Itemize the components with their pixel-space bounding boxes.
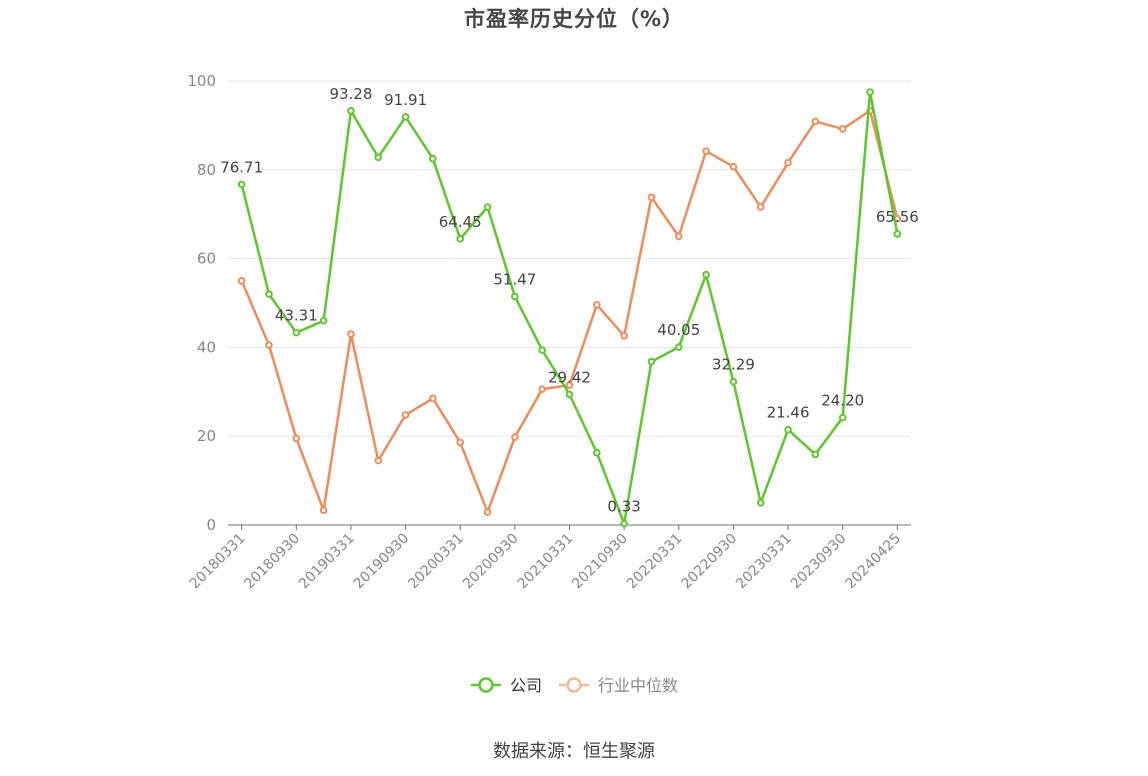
industry-point xyxy=(401,411,410,419)
industry-point xyxy=(429,394,437,403)
company-point xyxy=(265,290,273,298)
company-point xyxy=(811,450,820,459)
industry-point xyxy=(702,147,710,155)
company-point xyxy=(538,346,546,354)
x-tick-label: 20220331 xyxy=(624,531,686,593)
company-point xyxy=(237,180,246,189)
company-point xyxy=(319,316,328,325)
company-data-label: 0.33 xyxy=(607,498,640,516)
company-data-label: 29.42 xyxy=(548,368,591,386)
industry-point xyxy=(237,277,246,285)
industry-point xyxy=(483,508,492,516)
industry-point xyxy=(538,385,546,393)
company-point xyxy=(866,88,874,96)
industry-point xyxy=(729,162,738,171)
company-point xyxy=(838,413,847,422)
industry-series-line xyxy=(240,109,899,514)
legend-item-industry[interactable]: 行业中位数 xyxy=(559,676,678,695)
x-tick-label: 20200930 xyxy=(460,531,522,593)
company-data-label: 40.05 xyxy=(657,321,700,339)
company-point xyxy=(401,113,410,121)
y-tick-label: 100 xyxy=(187,72,216,90)
y-tick-label: 20 xyxy=(197,427,216,445)
legend-label: 行业中位数 xyxy=(598,676,678,695)
legend-label: 公司 xyxy=(510,676,542,695)
company-data-label: 32.29 xyxy=(712,356,755,374)
industry-point xyxy=(511,433,519,441)
industry-point xyxy=(265,341,273,349)
industry-point xyxy=(647,193,656,202)
company-point xyxy=(483,203,492,211)
company-data-label: 64.45 xyxy=(439,213,482,231)
company-point xyxy=(647,357,656,366)
industry-point xyxy=(593,300,601,309)
company-data-label: 91.91 xyxy=(384,91,427,109)
x-tick-label: 20230331 xyxy=(733,531,795,593)
company-data-label: 24.20 xyxy=(821,392,864,410)
x-tick-label: 20240425 xyxy=(842,531,904,593)
industry-point xyxy=(674,232,683,241)
y-tick-label: 0 xyxy=(206,516,216,534)
company-data-label: 93.28 xyxy=(329,85,372,103)
industry-point xyxy=(347,330,355,338)
company-data-label: 76.71 xyxy=(220,158,263,176)
industry-point xyxy=(811,117,820,126)
data-source: 数据来源：恒生聚源 xyxy=(493,741,655,762)
y-tick-label: 40 xyxy=(197,338,216,356)
industry-point xyxy=(784,158,792,167)
industry-point xyxy=(374,456,383,465)
company-point xyxy=(456,235,465,243)
y-tick-label: 80 xyxy=(197,161,216,179)
x-tick-label: 20180930 xyxy=(241,531,303,593)
company-data-label: 21.46 xyxy=(767,404,810,422)
company-data-label: 51.47 xyxy=(493,270,536,288)
legend-item-company[interactable]: 公司 xyxy=(471,676,542,695)
company-point xyxy=(429,154,437,163)
company-point xyxy=(674,343,683,351)
company-point xyxy=(756,499,765,507)
x-tick-label: 20180331 xyxy=(187,531,249,593)
industry-point xyxy=(319,506,328,515)
x-tick-label: 20190331 xyxy=(296,531,358,593)
company-point xyxy=(729,377,738,386)
chart-title: 市盈率历史分位（%） xyxy=(463,7,685,31)
series-lines xyxy=(237,88,902,528)
x-tick-label: 20210331 xyxy=(515,531,577,593)
x-tick-label: 20220930 xyxy=(679,531,741,593)
company-point xyxy=(374,153,383,162)
company-data-label: 65.56 xyxy=(876,208,919,226)
legend-marker xyxy=(566,677,582,693)
company-point xyxy=(620,519,628,528)
company-point xyxy=(893,230,902,238)
company-point xyxy=(565,390,574,399)
x-tick-label: 20200331 xyxy=(405,531,467,593)
y-tick-label: 60 xyxy=(197,250,216,268)
company-point xyxy=(292,328,301,337)
x-tick-label: 20190930 xyxy=(351,531,413,593)
industry-point xyxy=(565,381,574,389)
industry-point xyxy=(838,125,847,133)
company-series-line xyxy=(240,90,899,525)
company-point xyxy=(593,448,601,457)
x-tick-label: 20230930 xyxy=(788,531,850,593)
legend-marker xyxy=(478,677,494,693)
data-labels: 76.71 43.31 93.28 91.91 64.45 51.47 29.42 0.33 4… xyxy=(220,85,919,516)
legend: 公司 行业中位数 xyxy=(471,676,678,695)
company-data-label: 43.31 xyxy=(275,307,318,325)
company-point xyxy=(784,425,792,434)
x-tick-label: 20210930 xyxy=(569,531,631,593)
industry-point xyxy=(756,203,765,211)
industry-point xyxy=(456,438,465,447)
company-point xyxy=(702,270,710,279)
grid-lines xyxy=(228,80,911,437)
company-point xyxy=(511,292,519,301)
industry-point xyxy=(292,434,301,443)
company-point xyxy=(347,107,355,115)
industry-point xyxy=(620,332,628,340)
